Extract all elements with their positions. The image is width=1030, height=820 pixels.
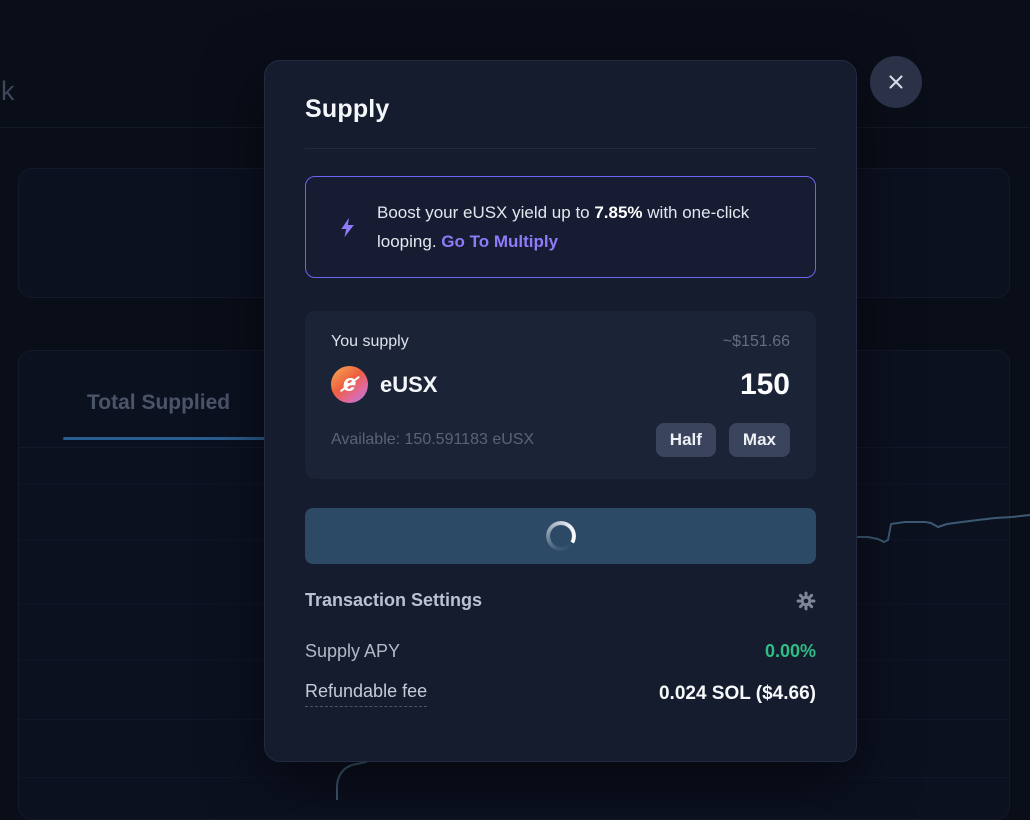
supply-apy-row: Supply APY 0.00% <box>305 641 816 662</box>
go-to-multiply-link[interactable]: Go To Multiply <box>441 232 559 251</box>
amount-shortcut-buttons: Half Max <box>655 423 790 457</box>
boost-apy-highlight: 7.85% <box>594 203 643 222</box>
supply-card-header-row: You supply ~$151.66 <box>331 333 790 351</box>
usd-equivalent: ~$151.66 <box>722 333 790 350</box>
background-partial-text: k <box>1 76 15 106</box>
token-symbol: eUSX <box>380 371 438 397</box>
available-balance: Available: 150.591183 eUSX <box>331 431 535 448</box>
transaction-settings-row: Transaction Settings <box>305 590 816 611</box>
amount-input[interactable]: 150 <box>739 367 790 401</box>
boost-banner: Boost your eUSX yield up to 7.85% with o… <box>305 176 816 278</box>
lightning-bolt-icon <box>328 216 359 239</box>
loading-spinner-icon <box>545 521 576 551</box>
you-supply-label: You supply <box>331 333 409 350</box>
refundable-fee-row: Refundable fee 0.024 SOL ($4.66) <box>305 681 816 707</box>
supply-submit-button[interactable] <box>305 508 816 564</box>
half-button[interactable]: Half <box>655 423 716 457</box>
transaction-settings-button[interactable] <box>796 591 816 611</box>
boost-message: Boost your eUSX yield up to 7.85% with o… <box>377 198 782 256</box>
transaction-settings-label: Transaction Settings <box>305 590 483 610</box>
token-selector[interactable]: e eUSX <box>331 366 437 403</box>
supply-modal: Supply Boost your eUSX yield up to 7.85%… <box>264 60 857 762</box>
close-modal-button[interactable] <box>870 56 922 108</box>
tab-total-supplied[interactable]: Total Supplied <box>87 391 231 414</box>
available-row: Available: 150.591183 eUSX Half Max <box>331 423 790 457</box>
eusx-token-icon: e <box>331 366 368 403</box>
supply-apy-label: Supply APY <box>305 641 401 661</box>
modal-title-divider <box>305 148 816 149</box>
supply-input-card: You supply ~$151.66 e eUSX 150 Available… <box>305 311 816 479</box>
gear-icon <box>796 591 816 610</box>
supply-apy-value: 0.00% <box>764 641 816 661</box>
chart-gridline <box>19 777 1009 778</box>
refundable-fee-label[interactable]: Refundable fee <box>305 681 428 707</box>
boost-text-before: Boost your eUSX yield up to <box>377 203 595 222</box>
token-amount-row: e eUSX 150 <box>331 366 790 403</box>
close-icon <box>889 75 903 89</box>
max-button[interactable]: Max <box>728 423 790 457</box>
modal-title: Supply <box>305 95 390 123</box>
boost-text-middle: with one-click looping. <box>377 203 750 251</box>
refundable-fee-value: 0.024 SOL ($4.66) <box>658 683 816 704</box>
